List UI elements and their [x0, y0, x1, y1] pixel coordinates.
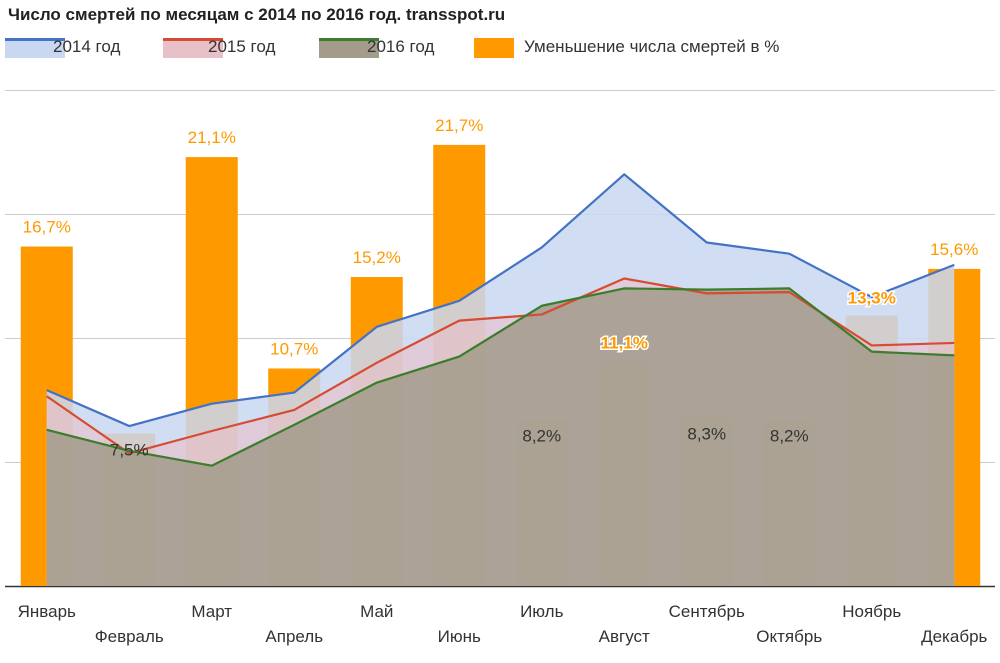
- bar-label-7: 8,2%: [522, 426, 561, 445]
- area-2016: [46, 288, 955, 586]
- bar-data-labels: 16,7% 7,5% 21,1% 10,7% 15,2% 21,7% 8,2% 11,1% 8,…: [23, 116, 979, 460]
- legend-swatch-2015: [163, 38, 223, 58]
- bar-label-12: 15,6%: [930, 240, 978, 259]
- bar-label-1: 16,7%: [23, 218, 71, 237]
- legend-label-2016: 2016 год: [367, 37, 435, 56]
- legend-swatch-decrease: [474, 38, 514, 58]
- line-2014: [46, 173, 955, 428]
- legend-swatch-2016: [319, 38, 379, 58]
- x-tick-6: Июнь: [438, 627, 481, 646]
- legend-item-2016[interactable]: 2016 год: [319, 34, 469, 62]
- x-tick-8: Август: [599, 627, 650, 646]
- x-tick-1: Январь: [18, 602, 76, 621]
- bar-label-8: 11,1%: [601, 333, 648, 352]
- area-series: [46, 174, 955, 586]
- x-axis-tick-labels: Январь Февраль Март Апрель Май Июнь Июль Август…: [18, 602, 988, 646]
- x-tick-2: Февраль: [95, 627, 164, 646]
- line-series: [46, 173, 955, 467]
- chart-title: Число смертей по месяцам с 2014 по 2016 …: [8, 5, 506, 24]
- x-tick-5: Май: [360, 602, 393, 621]
- legend-item-2015[interactable]: 2015 год: [163, 34, 313, 62]
- bar-label-5: 15,2%: [353, 248, 401, 267]
- bar-label-4: 10,7%: [270, 339, 318, 358]
- line-2016: [46, 287, 955, 467]
- legend-label-2015: 2015 год: [208, 37, 276, 56]
- line-2015: [46, 277, 955, 455]
- x-tick-7: Июль: [520, 602, 564, 621]
- legend-label-decrease: Уменьшение числа смертей в %: [524, 37, 780, 56]
- bar-label-3: 21,1%: [188, 128, 236, 147]
- legend-item-decrease[interactable]: Уменьшение числа смертей в %: [474, 34, 874, 62]
- bar-label-10: 8,2%: [770, 426, 809, 445]
- x-tick-9: Сентябрь: [669, 602, 745, 621]
- legend-item-2014[interactable]: 2014 год: [5, 34, 155, 62]
- x-tick-4: Апрель: [265, 627, 323, 646]
- x-tick-10: Октябрь: [756, 627, 822, 646]
- x-tick-12: Декабрь: [921, 627, 987, 646]
- x-tick-11: Ноябрь: [842, 602, 901, 621]
- x-tick-3: Март: [191, 602, 232, 621]
- bar-label-11: 13,3%: [848, 289, 896, 308]
- legend-swatch-2014: [5, 38, 65, 58]
- bar-label-6: 21,7%: [435, 116, 483, 135]
- bar-label-9: 8,3%: [687, 424, 726, 443]
- legend: 2014 год 2015 год 2016 год Уменьшение чи…: [0, 34, 1000, 62]
- legend-label-2014: 2014 год: [53, 37, 121, 56]
- bar-label-2: 7,5%: [110, 441, 149, 460]
